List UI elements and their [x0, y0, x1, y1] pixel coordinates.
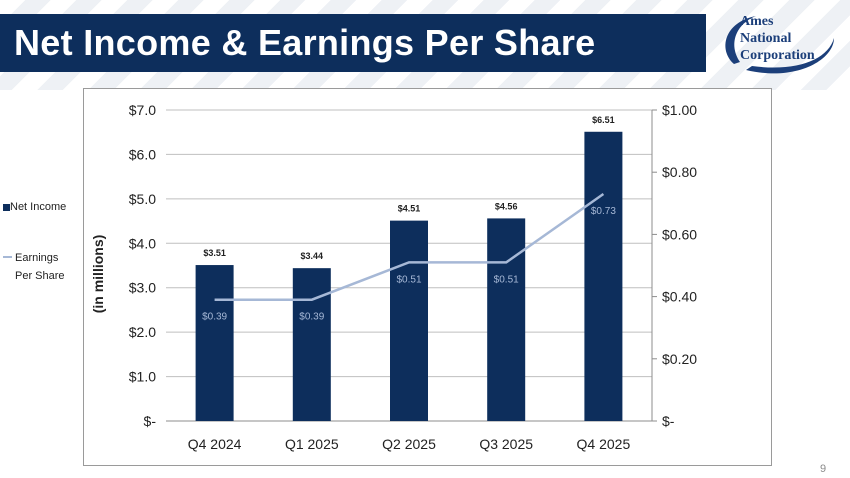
x-tick-label: Q2 2025 [382, 436, 436, 452]
y-tick-label: $4.0 [129, 235, 156, 251]
eps-line [214, 192, 605, 301]
y-tick-label: $5.0 [129, 191, 156, 207]
y-tick-label: $1.0 [129, 369, 156, 385]
bar-net-income [195, 265, 234, 421]
eps-data-label: $0.73 [591, 206, 616, 217]
eps-data-label: $0.51 [396, 274, 421, 285]
x-tick-label: Q4 2025 [577, 436, 631, 452]
title-banner [0, 14, 706, 72]
x-tick-label: Q4 2024 [188, 436, 242, 452]
page-title: Net Income & Earnings Per Share [14, 22, 596, 63]
page-number: 9 [820, 463, 827, 475]
bar-data-label: $3.44 [301, 251, 324, 261]
y-tick-label: $6.0 [129, 146, 156, 162]
y-tick-label: $- [144, 413, 157, 429]
y2-tick-label: $0.20 [662, 351, 697, 367]
bar-data-label: $3.51 [203, 248, 226, 258]
bar-data-label: $4.56 [495, 201, 518, 211]
bar-data-label: $6.51 [592, 115, 615, 125]
y-axis-title: (in millions) [90, 235, 106, 314]
y2-tick-label: $0.80 [662, 164, 697, 180]
logo-swoosh-icon [725, 16, 834, 74]
bar-net-income [390, 220, 428, 421]
bar-net-income [292, 268, 331, 421]
eps-data-label: $0.39 [299, 312, 324, 323]
bar-data-label: $4.51 [398, 204, 421, 214]
legend-swatch-eps [3, 256, 12, 258]
legend-label-net-income: Net Income [10, 201, 67, 213]
y-tick-label: $3.0 [129, 280, 156, 296]
y2-tick-label: $0.60 [662, 226, 697, 242]
y-tick-label: $2.0 [129, 324, 156, 340]
eps-data-label: $0.39 [202, 312, 227, 323]
legend-swatch-net-income [3, 204, 10, 211]
bar-net-income [584, 131, 623, 421]
x-tick-label: Q1 2025 [285, 436, 339, 452]
y2-tick-label: $0.40 [662, 289, 697, 305]
eps-data-label: $0.51 [494, 274, 519, 285]
x-tick-label: Q3 2025 [479, 436, 533, 452]
bar-net-income [487, 218, 526, 421]
logo-text-line-1: Ames [740, 14, 774, 29]
logo-text-line-3: Corporation [740, 48, 815, 63]
y2-tick-label: $- [662, 413, 675, 429]
chart-frame: (in millions) $- $1.0 $2.0 $3.0 $4.0 $5.0 $6.0… [83, 88, 772, 466]
logo-text-line-2: National [740, 31, 792, 46]
y2-tick-label: $1.00 [662, 102, 697, 118]
y-tick-label: $7.0 [129, 102, 156, 118]
legend-label-eps: Earnings Per Share [15, 252, 65, 282]
net-income-eps-chart: (in millions) $- $1.0 $2.0 $3.0 $4.0 $5.0 $6.0… [90, 102, 697, 452]
